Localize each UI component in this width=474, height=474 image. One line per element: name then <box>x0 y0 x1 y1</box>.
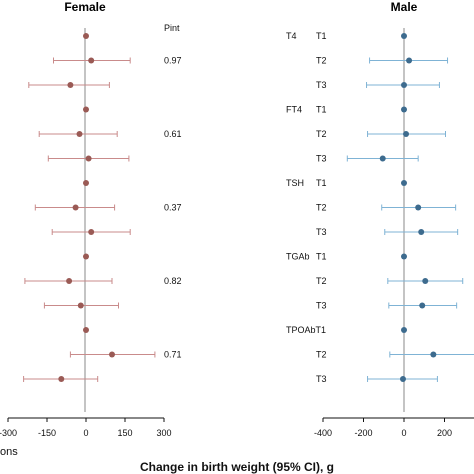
male-point-estimate <box>406 57 413 64</box>
male-point-estimate <box>415 204 422 211</box>
female-point-estimate <box>88 57 95 64</box>
female-point-estimate <box>77 302 84 309</box>
male-tertile-label: T1 <box>316 178 327 188</box>
male-point-estimate <box>401 82 407 88</box>
male-point-estimate <box>430 351 437 358</box>
male-row-labels: T4 FT4 TSH TGAb TPOAbT1 T1 T2 T3 T1 T2 T3 T1 T2 T3 T1 T… <box>286 31 327 384</box>
male-x-ticks: -400 -200 0 200 <box>314 418 452 438</box>
female-forest-marks <box>23 33 156 382</box>
male-tertile-label: T2 <box>316 276 327 286</box>
female-point-estimate <box>85 155 92 162</box>
male-tertile-label: T2 <box>316 129 327 139</box>
male-tertile-label: T2 <box>316 203 327 213</box>
male-tertile-label: T1 <box>316 252 327 262</box>
male-group-label: TPOAbT1 <box>286 325 326 335</box>
male-point-estimate <box>418 229 425 235</box>
female-tick-label: 300 <box>156 428 171 438</box>
male-tertile-label: T2 <box>316 56 327 66</box>
male-tick-label: -400 <box>314 428 332 438</box>
male-forest-marks <box>346 33 474 382</box>
female-point-estimate <box>83 33 89 39</box>
male-tertile-label: T1 <box>316 105 327 115</box>
male-tertile-label: T2 <box>316 350 327 360</box>
male-point-estimate <box>401 180 407 186</box>
male-tick-label: 200 <box>437 428 452 438</box>
male-point-estimate <box>401 33 407 39</box>
male-point-estimate <box>401 106 407 113</box>
male-group-label: FT4 <box>286 105 302 115</box>
male-tertile-label: T1 <box>316 31 327 41</box>
male-tick-label: 0 <box>401 428 406 438</box>
male-point-estimate <box>422 278 429 284</box>
x-axis-title: Change in birth weight (95% CI), g <box>140 460 334 474</box>
male-point-estimate <box>401 253 407 260</box>
pint-value: 0.61 <box>164 129 182 139</box>
female-point-estimate <box>66 278 73 284</box>
female-point-estimate <box>58 376 65 382</box>
male-point-estimate <box>399 376 406 382</box>
female-point-estimate <box>109 351 115 358</box>
pint-header: Pint <box>164 23 180 33</box>
male-tertile-label: T3 <box>316 374 327 384</box>
left-edge-fragment: ons <box>0 446 18 458</box>
pint-value: 0.82 <box>164 276 182 286</box>
female-point-estimate <box>72 204 79 211</box>
female-point-estimate <box>76 131 83 137</box>
male-tertile-label: T3 <box>316 154 327 164</box>
male-tertile-label: T3 <box>316 80 327 90</box>
male-point-estimate <box>401 327 407 333</box>
female-point-estimate <box>83 106 89 113</box>
pint-value: 0.71 <box>164 350 182 360</box>
male-point-estimate <box>419 302 426 309</box>
male-group-label: T4 <box>286 31 297 41</box>
female-point-estimate <box>88 229 95 235</box>
female-point-estimate <box>83 327 89 333</box>
male-panel-title: Male <box>391 0 418 14</box>
male-point-estimate <box>403 131 410 137</box>
female-point-estimate <box>83 253 89 260</box>
male-tick-label: -200 <box>354 428 372 438</box>
female-tick-label: 150 <box>117 428 132 438</box>
female-pint-values: 0.97 0.61 0.37 0.82 0.71 <box>164 56 182 360</box>
female-point-estimate <box>83 180 89 186</box>
pint-value: 0.37 <box>164 203 182 213</box>
female-tick-label: -300 <box>0 428 17 438</box>
male-tertile-label: T3 <box>316 301 327 311</box>
male-tertile-label: T3 <box>316 227 327 237</box>
female-tick-label: 0 <box>83 428 88 438</box>
female-panel-title: Female <box>64 0 106 14</box>
pint-value: 0.97 <box>164 56 182 66</box>
male-group-label: TSH <box>286 178 304 188</box>
female-tick-label: -150 <box>38 428 56 438</box>
female-x-ticks: -300 -150 0 150 300 <box>0 418 172 438</box>
male-point-estimate <box>379 155 386 162</box>
male-group-label: TGAb <box>286 252 310 262</box>
female-point-estimate <box>67 82 74 88</box>
